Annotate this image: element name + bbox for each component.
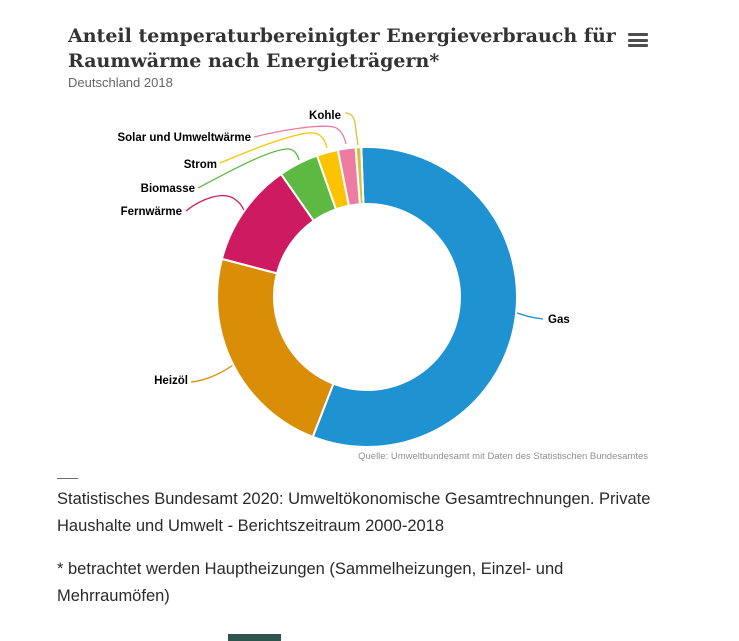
footnote-text: * betrachtet werden Hauptheizungen (Samm…: [57, 560, 564, 605]
hamburger-icon: [628, 33, 648, 36]
label-fernwaerme: Fernwärme: [120, 206, 182, 218]
label-gas: Gas: [548, 314, 570, 326]
leader-line-fernwaerme: [185, 195, 245, 212]
donut-segment-gas[interactable]: [311, 146, 518, 448]
donut-segment-heiz-l[interactable]: [216, 257, 335, 439]
leader-line-strom: [219, 132, 328, 164]
leader-line-kohle: [344, 112, 359, 146]
bottom-accent-bar: [228, 634, 281, 641]
title-line-2: Raumwärme nach Energieträgern*: [68, 50, 440, 72]
footer-divider: [57, 478, 78, 479]
label-heizoel: Heizöl: [154, 375, 188, 387]
label-biomasse: Biomasse: [140, 183, 195, 195]
reference-text: Statistisches Bundesamt 2020: Umweltökon…: [57, 490, 651, 535]
chart-subtitle: Deutschland 2018: [68, 75, 173, 90]
label-kohle: Kohle: [309, 110, 341, 122]
title-line-1: Anteil temperaturbereinigter Energieverb…: [68, 25, 616, 47]
page-title: Anteil temperaturbereinigter Energieverb…: [68, 24, 628, 74]
label-strom: Strom: [183, 159, 217, 171]
menu-button[interactable]: [628, 33, 648, 48]
leader-line-biomasse: [197, 148, 300, 189]
label-solar: Solar und Umweltwärme: [117, 132, 251, 144]
donut-segment-kohle[interactable]: [354, 146, 365, 206]
leader-line-heizoel: [190, 364, 234, 383]
source-note: Quelle: Umweltbundesamt mit Daten des St…: [358, 451, 648, 462]
leader-line-solar: [253, 125, 347, 145]
